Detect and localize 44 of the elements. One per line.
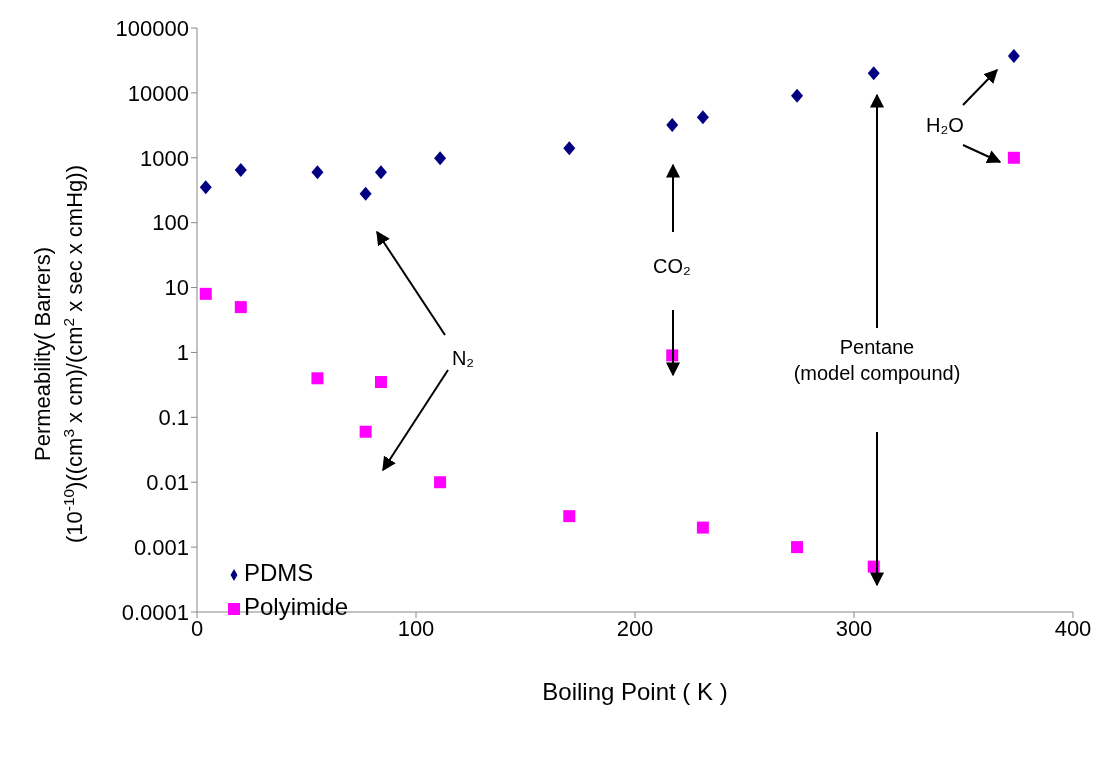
point (696, 110, 709, 125)
point (791, 88, 804, 103)
point (867, 66, 880, 81)
y-tick-label: 10000 (127, 80, 189, 106)
point (696, 521, 709, 534)
y-tick-label: 0.0001 (121, 599, 189, 625)
point (791, 541, 804, 554)
y-tick-label: 0.01 (146, 470, 189, 496)
x-tick-label: 100 (397, 615, 435, 641)
y-tick-label: 100000 (115, 15, 189, 41)
point (311, 372, 324, 385)
x-tick-label: 0 (190, 615, 204, 641)
point (563, 510, 576, 523)
y-tick-label: 1000 (140, 145, 189, 171)
point (359, 425, 372, 438)
point (374, 376, 387, 389)
point (434, 476, 447, 489)
point (234, 301, 247, 314)
point (359, 186, 372, 201)
legend-label: PDMS (244, 559, 314, 586)
y-tick-label: 0.1 (158, 405, 189, 431)
point (199, 180, 212, 195)
x-axis-title: Boiling Point ( K ) (542, 678, 728, 705)
point (434, 151, 447, 166)
point (563, 141, 576, 156)
point (199, 287, 212, 300)
annotation: N₂ (451, 347, 475, 369)
x-tick-label: 400 (1054, 615, 1092, 641)
x-tick-label: 200 (616, 615, 654, 641)
annotation: CO₂ (653, 255, 691, 277)
annotation: H₂O (926, 114, 964, 136)
point (1007, 49, 1020, 64)
y-tick-label: 0.001 (133, 534, 189, 560)
point (666, 118, 679, 132)
y-tick-label: 100 (152, 210, 189, 236)
y-tick-label: 1 (176, 340, 189, 366)
point (311, 165, 324, 180)
y-tick-label: 10 (164, 275, 189, 301)
point (374, 165, 387, 180)
point (234, 162, 247, 177)
legend-label: Polyimide (244, 593, 349, 620)
point (1007, 151, 1020, 164)
annotation: Pentane (model compound) (793, 336, 961, 384)
x-tick-label: 300 (835, 615, 873, 641)
